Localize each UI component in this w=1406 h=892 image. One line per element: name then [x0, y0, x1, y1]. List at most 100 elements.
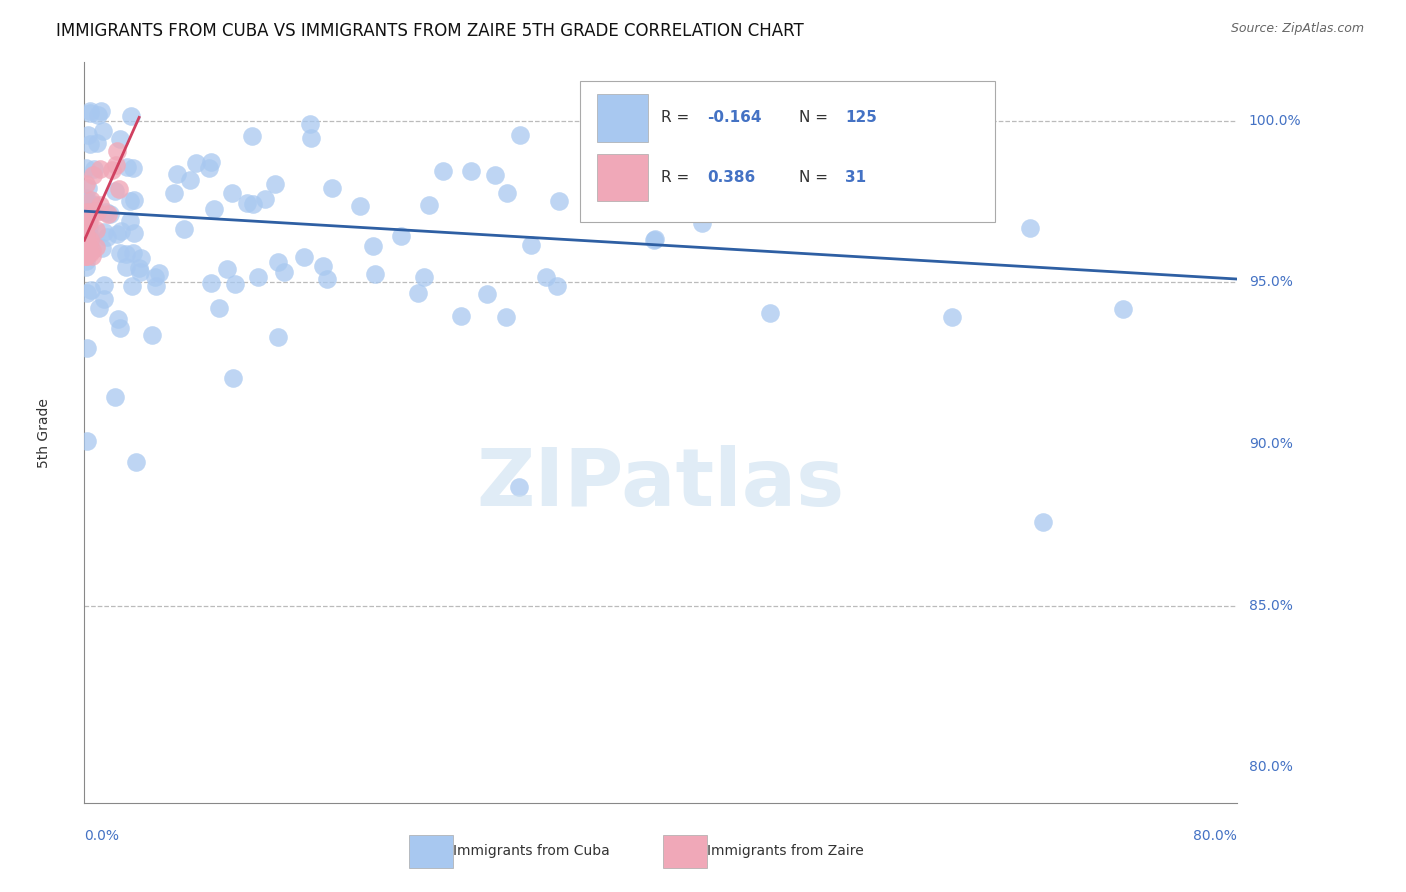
Point	[79, 103, 101, 118]
Point	[115, 246, 138, 260]
Point	[89, 301, 111, 316]
Point	[1112, 301, 1135, 316]
Point	[108, 246, 131, 260]
Point	[1018, 221, 1040, 235]
Point	[76, 202, 98, 217]
Point	[141, 328, 163, 343]
Text: Source: ZipAtlas.com: Source: ZipAtlas.com	[1230, 22, 1364, 36]
Point	[89, 197, 111, 211]
Point	[79, 229, 101, 244]
Point	[637, 117, 659, 131]
Point	[292, 250, 315, 264]
Point	[204, 202, 226, 216]
Point	[79, 233, 101, 247]
Point	[273, 265, 295, 279]
Text: Immigrants from Zaire: Immigrants from Zaire	[707, 844, 863, 858]
Point	[122, 193, 145, 207]
FancyBboxPatch shape	[409, 836, 453, 868]
Point	[299, 117, 322, 131]
Text: -0.164: -0.164	[707, 111, 762, 126]
Text: ZIPatlas: ZIPatlas	[477, 445, 845, 524]
Point	[267, 255, 290, 269]
Point	[450, 309, 472, 323]
Point	[77, 219, 100, 234]
Point	[76, 204, 98, 219]
Point	[120, 109, 142, 123]
Text: R =: R =	[661, 111, 695, 126]
Point	[93, 293, 115, 307]
Point	[108, 182, 131, 196]
Point	[166, 168, 188, 182]
Point	[110, 224, 132, 238]
Point	[200, 155, 222, 169]
Point	[75, 249, 97, 263]
Point	[89, 161, 111, 176]
Text: 0.386: 0.386	[707, 169, 755, 185]
Point	[707, 198, 730, 212]
Point	[267, 330, 290, 344]
Point	[79, 245, 101, 260]
Point	[215, 262, 238, 277]
Text: 100.0%: 100.0%	[1249, 113, 1302, 128]
Point	[389, 229, 412, 244]
Point	[96, 230, 118, 244]
Text: 95.0%: 95.0%	[1249, 276, 1292, 289]
Point	[77, 211, 100, 226]
Point	[84, 204, 107, 219]
Point	[77, 181, 100, 195]
Point	[1032, 515, 1054, 529]
Point	[79, 106, 101, 120]
Point	[364, 267, 387, 281]
Point	[115, 260, 138, 274]
Point	[758, 306, 780, 320]
Point	[76, 285, 98, 300]
Point	[75, 244, 97, 259]
Point	[349, 199, 371, 213]
Point	[75, 249, 97, 263]
Point	[125, 455, 148, 469]
Point	[86, 136, 108, 150]
Point	[496, 186, 519, 200]
Point	[475, 286, 498, 301]
FancyBboxPatch shape	[581, 81, 995, 221]
Point	[75, 161, 97, 175]
Point	[508, 480, 530, 494]
Point	[299, 131, 322, 145]
Point	[121, 161, 143, 176]
Point	[163, 186, 186, 200]
Point	[77, 238, 100, 252]
Point	[208, 301, 231, 315]
Point	[82, 168, 104, 182]
Point	[546, 279, 568, 293]
Point	[311, 259, 333, 273]
Text: 125: 125	[845, 111, 877, 126]
Point	[75, 260, 97, 274]
Text: 90.0%: 90.0%	[1249, 437, 1292, 451]
Point	[121, 279, 143, 293]
Point	[98, 207, 121, 221]
Point	[108, 321, 131, 335]
Point	[93, 225, 115, 239]
Point	[91, 124, 114, 138]
Point	[145, 279, 167, 293]
Point	[80, 249, 103, 263]
Point	[86, 205, 108, 219]
Text: Immigrants from Cuba: Immigrants from Cuba	[453, 844, 610, 858]
Point	[105, 227, 128, 241]
Text: IMMIGRANTS FROM CUBA VS IMMIGRANTS FROM ZAIRE 5TH GRADE CORRELATION CHART: IMMIGRANTS FROM CUBA VS IMMIGRANTS FROM …	[56, 22, 804, 40]
Point	[83, 161, 105, 176]
Text: 5th Grade: 5th Grade	[37, 398, 51, 467]
Point	[76, 434, 98, 449]
FancyBboxPatch shape	[598, 95, 648, 142]
Point	[143, 269, 166, 284]
Point	[104, 184, 127, 198]
FancyBboxPatch shape	[598, 153, 648, 201]
Point	[77, 243, 100, 257]
Text: 80.0%: 80.0%	[1249, 760, 1292, 774]
Point	[76, 222, 98, 236]
Point	[107, 312, 129, 326]
Point	[254, 193, 277, 207]
Point	[80, 194, 103, 208]
Point	[76, 241, 98, 255]
Point	[520, 237, 543, 252]
